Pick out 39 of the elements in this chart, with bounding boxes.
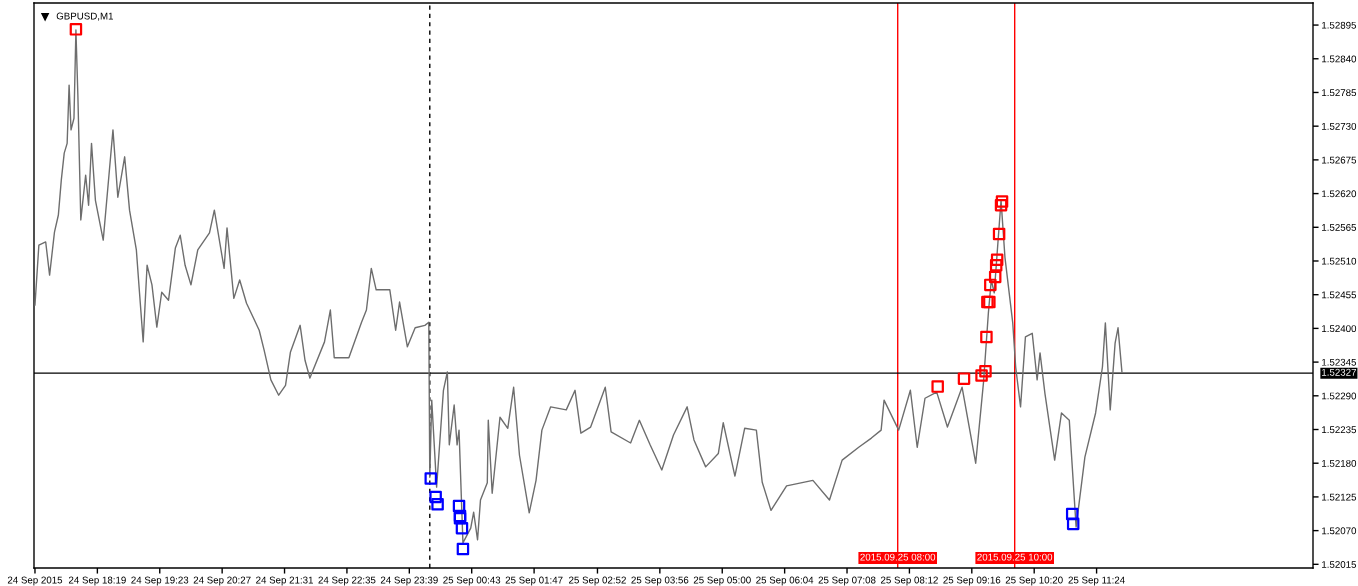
y-tick-label: 1.52565 bbox=[1322, 224, 1357, 231]
x-tick-label: 24 Sep 21:31 bbox=[256, 576, 313, 586]
y-tick-label: 1.52235 bbox=[1322, 426, 1357, 434]
y-tick-label: 1.52785 bbox=[1322, 89, 1357, 97]
ref-line-label: 1.52327 bbox=[1322, 368, 1356, 376]
x-tick-label: 25 Sep 06:04 bbox=[756, 576, 814, 586]
x-tick-label: 25 Sep 05:00 bbox=[693, 576, 751, 586]
x-tick-label: 25 Sep 02:52 bbox=[569, 576, 626, 586]
text: GBPUSD,M1 bbox=[56, 12, 114, 21]
x-tick-label: 25 Sep 00:43 bbox=[443, 576, 501, 586]
x-tick-label: 24 Sep 23:39 bbox=[380, 576, 438, 586]
y-tick-label: 1.52070 bbox=[1322, 527, 1357, 535]
x-tick-label: 25 Sep 01:47 bbox=[505, 576, 563, 586]
x-tick-label: 24 Sep 20:27 bbox=[193, 576, 251, 586]
y-tick-label: 1.52345 bbox=[1322, 358, 1357, 366]
x-tick-label: 25 Sep 07:08 bbox=[818, 576, 876, 586]
y-tick-label: 1.52290 bbox=[1322, 392, 1357, 400]
y-tick-label: 1.52455 bbox=[1322, 291, 1357, 299]
y-tick-label: 1.52510 bbox=[1322, 257, 1357, 265]
x-tick-label: 25 Sep 11:24 bbox=[1068, 576, 1125, 586]
y-tick-label: 1.52840 bbox=[1322, 55, 1357, 63]
x-tick-label: 24 Sep 2015 bbox=[7, 576, 63, 586]
y-tick-label: 1.52730 bbox=[1322, 122, 1357, 130]
x-tick-label: 25 Sep 03:56 bbox=[631, 576, 689, 586]
y-tick-label: 1.52895 bbox=[1322, 21, 1357, 29]
x-tick-label: 24 Sep 19:23 bbox=[131, 576, 189, 586]
x-tick-label: 24 Sep 22:35 bbox=[318, 576, 376, 586]
ref-line-label: 2015.09.25 10:00 bbox=[977, 553, 1053, 561]
ref-line-label: 2015.09.25 08:00 bbox=[860, 553, 936, 561]
x-tick-label: 25 Sep 09:16 bbox=[943, 576, 1001, 586]
y-tick-label: 1.52400 bbox=[1322, 325, 1357, 333]
y-tick-label: 1.52125 bbox=[1322, 493, 1357, 501]
x-tick-label: 25 Sep 10:20 bbox=[1005, 576, 1063, 586]
y-tick-label: 1.52675 bbox=[1322, 156, 1357, 164]
y-tick-label: 1.52015 bbox=[1322, 561, 1357, 568]
x-tick-label: 24 Sep 18:19 bbox=[68, 576, 126, 586]
y-tick-label: 1.52620 bbox=[1322, 190, 1357, 198]
y-tick-label: 1.52180 bbox=[1322, 459, 1357, 467]
x-tick-label: 25 Sep 08:12 bbox=[880, 576, 938, 586]
